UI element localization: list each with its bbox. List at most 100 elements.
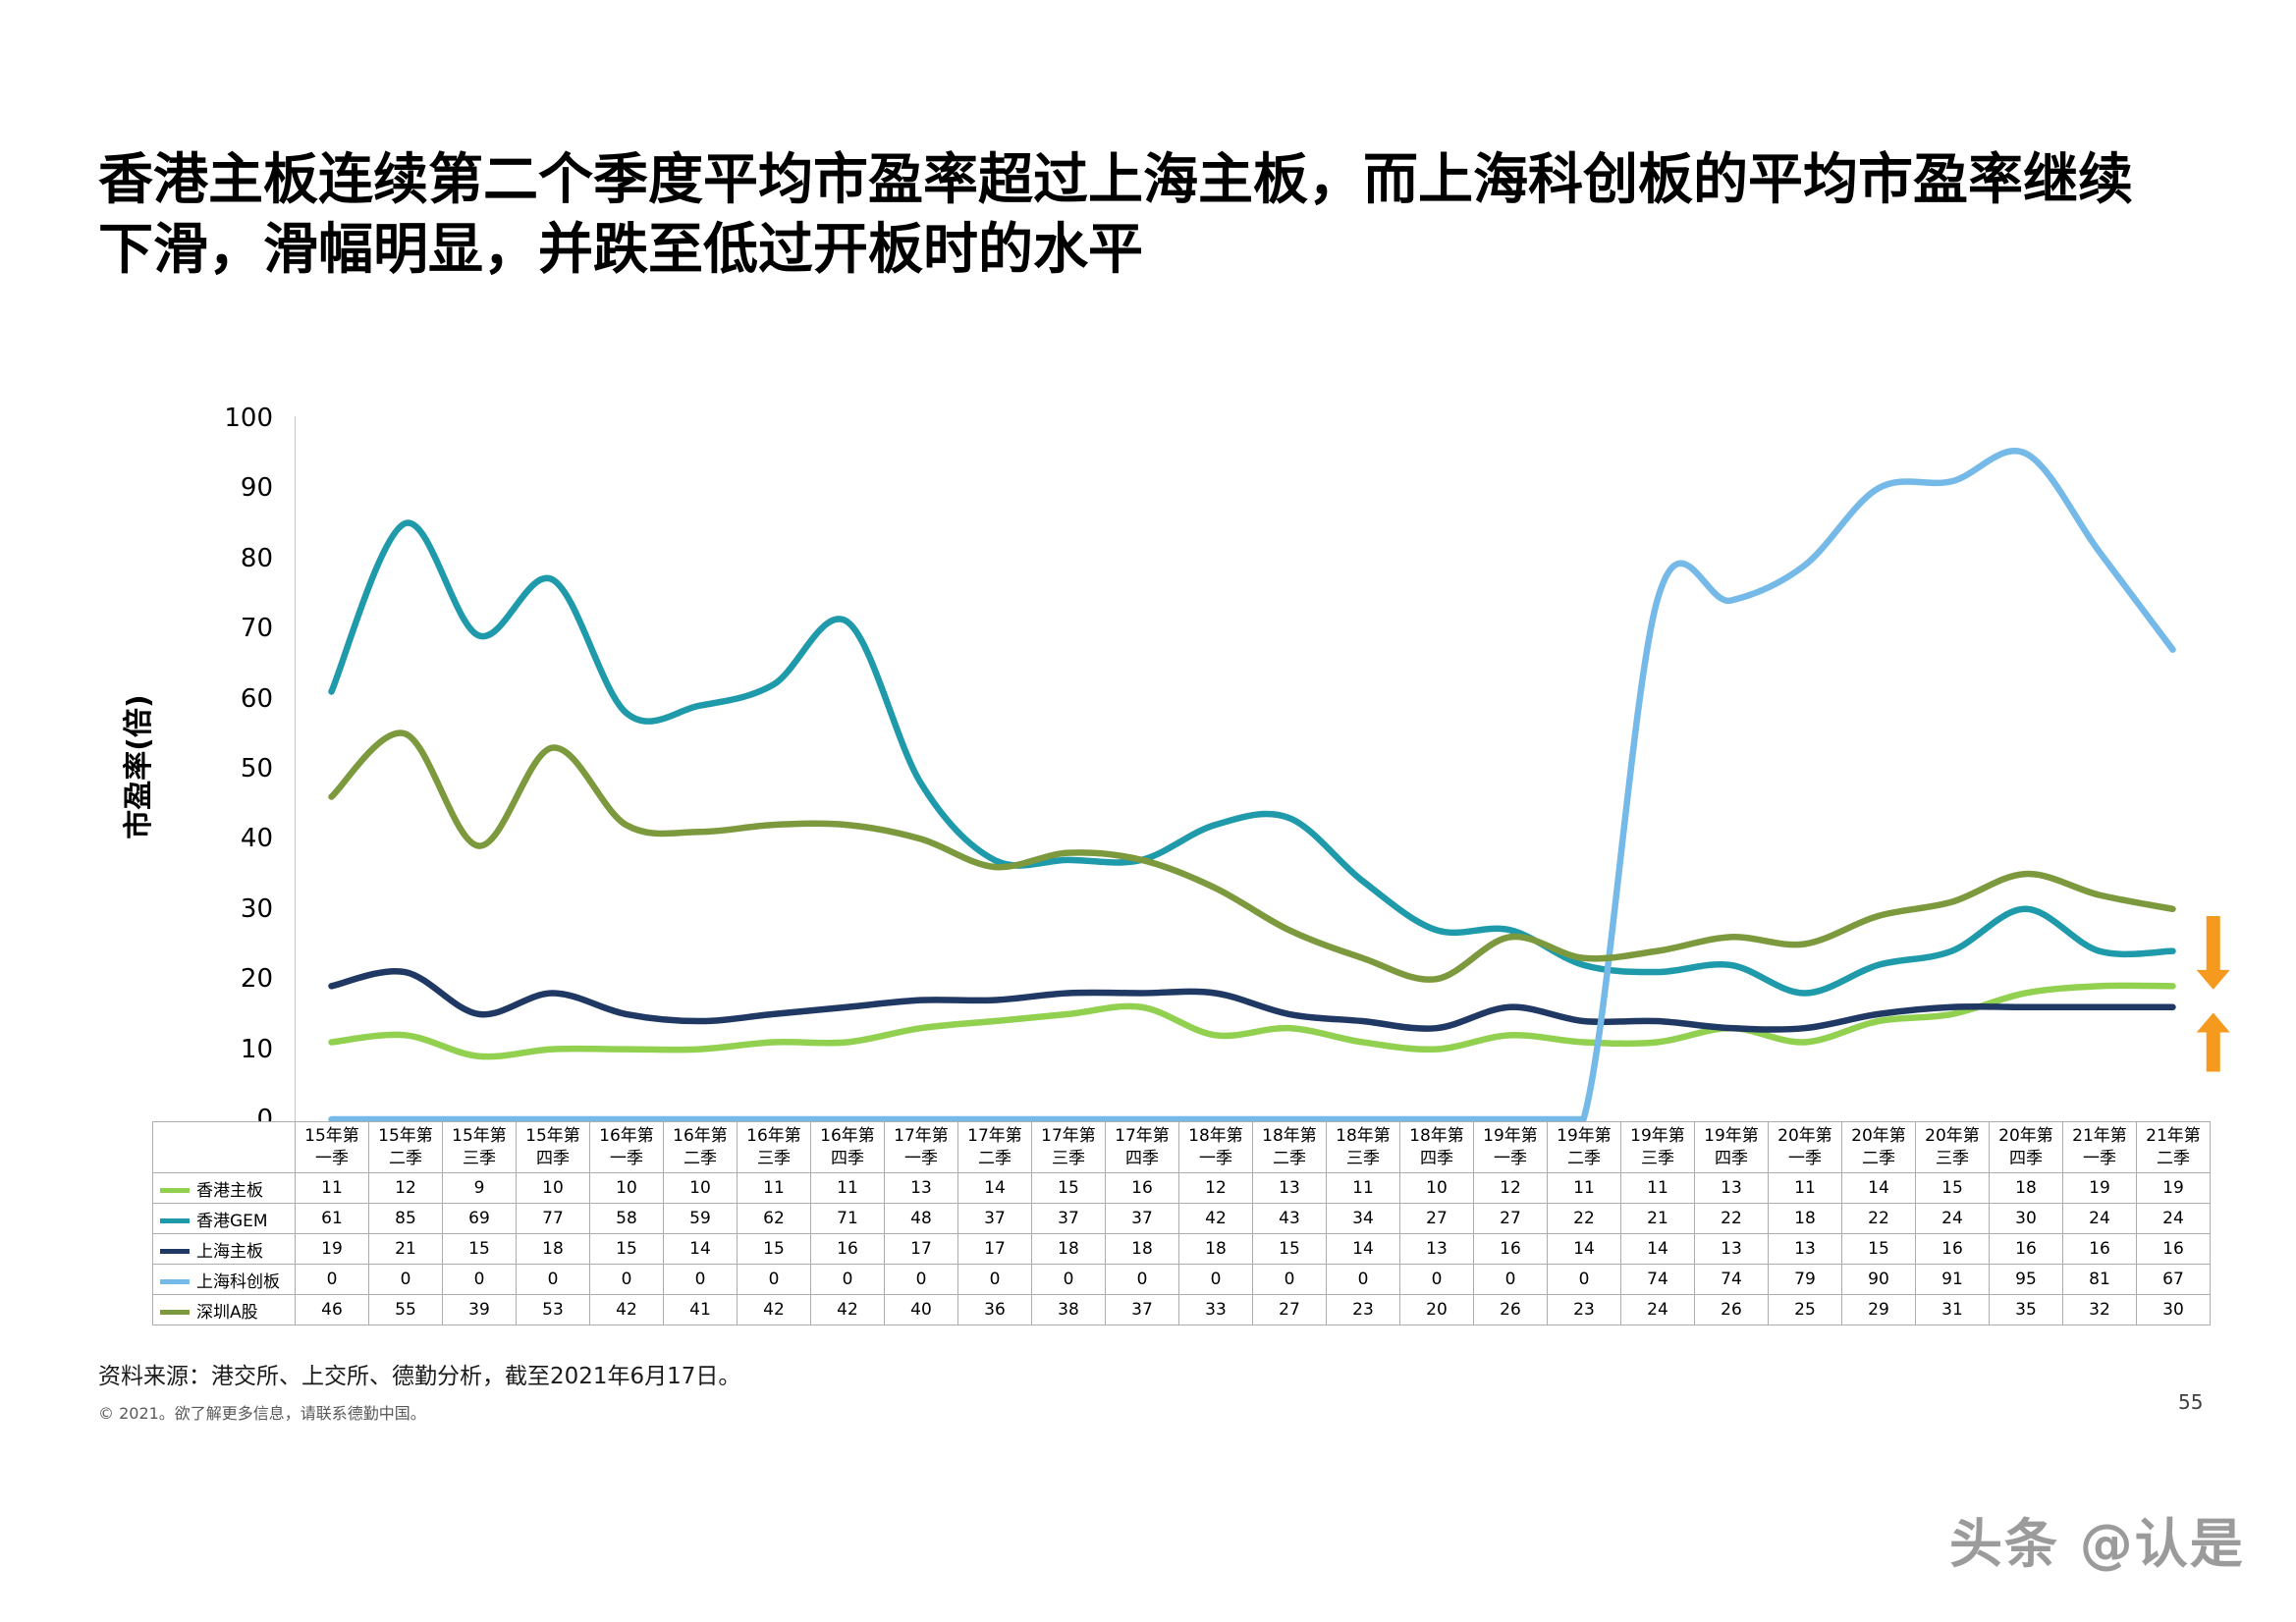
value-cell: 15 <box>589 1233 664 1265</box>
value-cell: 61 <box>295 1203 369 1234</box>
value-cell: 19 <box>2062 1172 2137 1204</box>
value-cell: 48 <box>884 1203 958 1234</box>
value-cell: 42 <box>1178 1203 1253 1234</box>
value-cell: 12 <box>368 1172 443 1204</box>
quarter-header-cell: 19年第 一季 <box>1473 1121 1548 1173</box>
value-cell: 85 <box>368 1203 443 1234</box>
value-cell: 11 <box>1326 1172 1400 1204</box>
value-cell: 41 <box>663 1294 738 1325</box>
value-cell: 36 <box>957 1294 1032 1325</box>
value-cell: 0 <box>1178 1264 1253 1295</box>
value-cell: 74 <box>1694 1264 1769 1295</box>
series-line-2 <box>328 519 2176 997</box>
quarter-header-cell: 18年第 四季 <box>1399 1121 1474 1173</box>
value-cell: 16 <box>2136 1233 2211 1265</box>
value-cell: 58 <box>589 1203 664 1234</box>
value-cell: 35 <box>1989 1294 2063 1325</box>
legend-label: 上海科创板 <box>196 1271 280 1292</box>
value-cell: 23 <box>1326 1294 1400 1325</box>
quarter-header-cell: 17年第 二季 <box>957 1121 1032 1173</box>
value-cell: 11 <box>737 1172 811 1204</box>
value-cell: 16 <box>1989 1233 2063 1265</box>
legend-cell: 上海主板 <box>152 1233 296 1265</box>
y-tick-label: 80 <box>240 543 273 573</box>
value-cell: 14 <box>663 1233 738 1265</box>
value-cell: 19 <box>295 1233 369 1265</box>
value-cell: 12 <box>1473 1172 1548 1204</box>
title-line-1: 香港主板连续第二个季度平均市盈率超过上海主板，而上海科创板的平均市盈率继续 <box>98 148 2133 212</box>
legend-label: 深圳A股 <box>196 1302 258 1323</box>
y-tick-label: 70 <box>240 614 273 644</box>
y-tick-label: 60 <box>240 683 273 714</box>
value-cell: 26 <box>1473 1294 1548 1325</box>
value-cell: 18 <box>516 1233 590 1265</box>
value-cell: 0 <box>1399 1264 1474 1295</box>
value-cell: 62 <box>737 1203 811 1234</box>
value-cell: 42 <box>810 1294 885 1325</box>
value-cell: 23 <box>1547 1294 1621 1325</box>
quarter-header-cell: 16年第 三季 <box>737 1121 811 1173</box>
value-cell: 69 <box>442 1203 517 1234</box>
value-cell: 95 <box>1989 1264 2063 1295</box>
source-note: 资料来源：港交所、上交所、德勤分析，截至2021年6月17日。 <box>98 1364 741 1389</box>
value-cell: 24 <box>2062 1203 2137 1234</box>
value-cell: 37 <box>1031 1203 1106 1234</box>
value-cell: 53 <box>516 1294 590 1325</box>
value-cell: 15 <box>442 1233 517 1265</box>
value-cell: 10 <box>1399 1172 1474 1204</box>
y-tick-label: 40 <box>240 824 273 854</box>
value-cell: 0 <box>1326 1264 1400 1295</box>
table-corner-cell <box>152 1121 296 1173</box>
series-line-1 <box>328 982 2176 1060</box>
legend-label: 上海主板 <box>196 1241 263 1262</box>
table-row: 香港主板 11 12 9 10 10 10 11 11 13 14 15 16 12 13 11 10 12 11 1… <box>152 1172 2211 1204</box>
table-row: 上海主板 19 21 15 18 15 14 15 16 17 17 18 18 18 15 14 13 16 14… <box>152 1233 2211 1265</box>
value-cell: 81 <box>2062 1264 2137 1295</box>
value-cell: 22 <box>1841 1203 1916 1234</box>
value-cell: 40 <box>884 1294 958 1325</box>
value-cell: 24 <box>1915 1203 1990 1234</box>
quarter-header-cell: 15年第 一季 <box>295 1121 369 1173</box>
value-cell: 24 <box>1620 1294 1695 1325</box>
value-cell: 10 <box>589 1172 664 1204</box>
value-cell: 11 <box>810 1172 885 1204</box>
value-cell: 15 <box>1252 1233 1327 1265</box>
value-cell: 0 <box>1473 1264 1548 1295</box>
value-cell: 32 <box>2062 1294 2137 1325</box>
value-cell: 91 <box>1915 1264 1990 1295</box>
value-cell: 22 <box>1547 1203 1621 1234</box>
value-cell: 15 <box>1031 1172 1106 1204</box>
quarter-header-cell: 20年第 三季 <box>1915 1121 1990 1173</box>
table-row: 上海科创板 0 0 0 0 0 0 0 0 0 0 0 0 0 0 0 0 0 0 74 74 79 90 91 95 81 67 <box>152 1264 2211 1295</box>
value-cell: 0 <box>368 1264 443 1295</box>
value-cell: 18 <box>1031 1233 1106 1265</box>
legend-cell: 香港GEM <box>152 1203 296 1234</box>
value-cell: 0 <box>442 1264 517 1295</box>
quarter-header-cell: 15年第 四季 <box>516 1121 590 1173</box>
y-tick-label: 90 <box>240 473 273 504</box>
value-cell: 18 <box>1178 1233 1253 1265</box>
legend-swatch <box>160 1188 190 1193</box>
quarter-header-cell: 16年第 二季 <box>663 1121 738 1173</box>
value-cell: 42 <box>589 1294 664 1325</box>
value-cell: 19 <box>2136 1172 2211 1204</box>
value-cell: 10 <box>663 1172 738 1204</box>
legend-label: 香港主板 <box>196 1180 263 1201</box>
copyright-note: © 2021。欲了解更多信息，请联系德勤中国。 <box>98 1404 426 1423</box>
value-cell: 30 <box>2136 1294 2211 1325</box>
value-cell: 90 <box>1841 1264 1916 1295</box>
value-cell: 15 <box>737 1233 811 1265</box>
legend-cell: 深圳A股 <box>152 1294 296 1325</box>
quarter-header-cell: 18年第 二季 <box>1252 1121 1327 1173</box>
value-cell: 14 <box>1620 1233 1695 1265</box>
value-cell: 74 <box>1620 1264 1695 1295</box>
value-cell: 27 <box>1399 1203 1474 1234</box>
value-cell: 18 <box>1989 1172 2063 1204</box>
quarter-header-cell: 18年第 三季 <box>1326 1121 1400 1173</box>
slide-title: 香港主板连续第二个季度平均市盈率超过上海主板，而上海科创板的平均市盈率继续 下滑… <box>98 145 2229 285</box>
quarter-header-cell: 15年第 三季 <box>442 1121 517 1173</box>
value-cell: 43 <box>1252 1203 1327 1234</box>
value-cell: 29 <box>1841 1294 1916 1325</box>
value-cell: 27 <box>1473 1203 1548 1234</box>
value-cell: 13 <box>1252 1172 1327 1204</box>
